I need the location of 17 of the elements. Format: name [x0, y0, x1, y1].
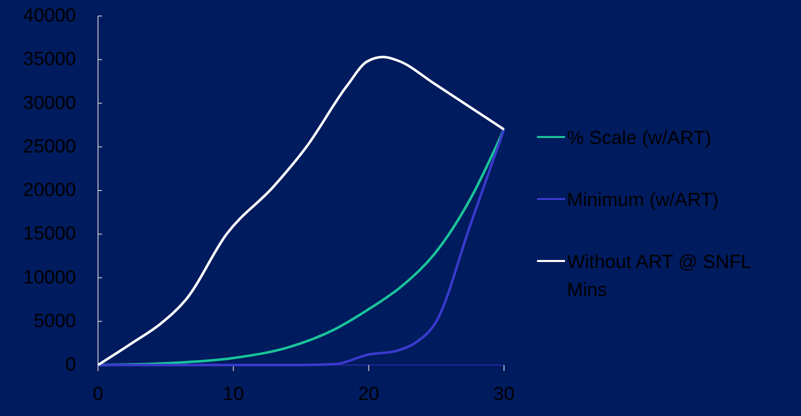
line-series [96, 56, 506, 366]
y-tick-label: 10000 [23, 267, 76, 288]
y-tick-label: 20000 [23, 180, 76, 201]
y-tick-label: 15000 [23, 224, 76, 245]
y-tick-label: 25000 [23, 136, 76, 158]
x-tick-label: 30 [493, 384, 515, 405]
legend-label: Without ART @ SNFL Mins [567, 252, 752, 301]
x-tick-label: 0 [92, 384, 104, 405]
legend-label: % Scale (w/ART) [567, 128, 712, 149]
x-tick-label: 20 [358, 384, 380, 405]
y-tick-label: 40000 [23, 6, 76, 26]
y-tick-label: 5000 [34, 310, 76, 332]
y-tick-label: 35000 [23, 49, 76, 70]
legend-label: Minimum (w/ART) [567, 190, 719, 211]
y-tick-label: 30000 [23, 92, 76, 114]
x-tick-label: 10 [222, 384, 244, 405]
y-tick-label: 0 [65, 354, 76, 376]
